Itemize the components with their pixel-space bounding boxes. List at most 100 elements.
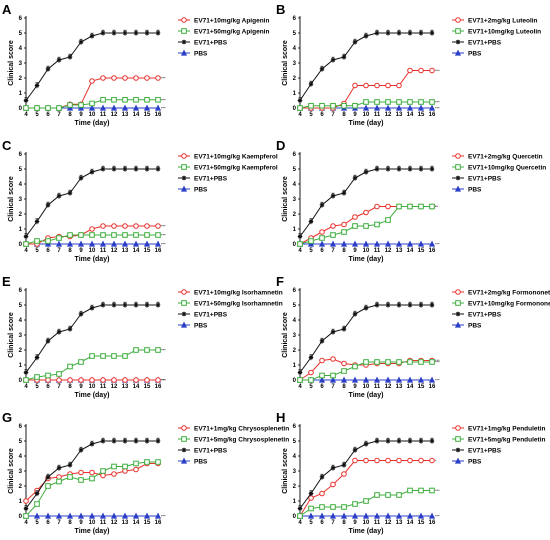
y-tick-label: 3 — [19, 61, 23, 67]
data-point — [385, 359, 391, 365]
data-point — [89, 226, 95, 232]
series-1: *** — [23, 96, 166, 111]
data-point — [396, 359, 402, 365]
data-point — [352, 82, 358, 89]
data-point — [122, 96, 128, 103]
data-point — [78, 447, 84, 453]
y-axis-label: Clinical score — [282, 40, 289, 86]
data-point — [122, 232, 128, 238]
x-tick-label: 11 — [374, 520, 381, 526]
data-point — [23, 241, 29, 247]
data-point — [407, 30, 413, 36]
data-point — [111, 166, 117, 172]
data-point — [78, 469, 84, 476]
data-point — [78, 102, 84, 108]
data-point — [418, 30, 424, 36]
y-tick-label: 6 — [19, 16, 23, 22]
data-point — [155, 347, 161, 353]
legend: EV71+2mg/kg Quercetin EV71+10mg/kg Querce… — [452, 153, 546, 193]
data-point — [374, 492, 380, 498]
data-point — [155, 96, 161, 103]
data-point — [111, 471, 117, 477]
data-point — [297, 241, 303, 247]
data-point — [396, 492, 402, 498]
legend-marker — [180, 457, 188, 464]
x-tick-label: 9 — [79, 384, 83, 390]
x-tick-label: 9 — [353, 112, 357, 118]
x-tick-label: 4 — [298, 384, 302, 390]
data-point — [143, 512, 151, 519]
data-point — [429, 438, 435, 444]
data-point — [341, 229, 347, 235]
y-tick-label: 5 — [19, 439, 23, 445]
legend-entry: EV71+PBS — [194, 311, 228, 318]
legend-entry: EV71+5mg/kg Penduletin — [468, 436, 546, 443]
x-tick-label: 12 — [385, 112, 392, 118]
data-point — [429, 203, 435, 210]
data-point — [418, 203, 424, 210]
legend-marker — [454, 185, 462, 192]
data-point — [385, 457, 391, 464]
data-point — [429, 166, 435, 172]
y-tick-label: 0 — [19, 378, 23, 384]
x-tick-label: 14 — [407, 112, 414, 118]
data-point — [56, 478, 62, 485]
data-point — [89, 169, 95, 175]
data-point — [308, 505, 314, 512]
y-tick-label: 6 — [293, 152, 297, 158]
x-tick-label: 16 — [429, 248, 436, 254]
x-tick-label: 11 — [100, 520, 107, 526]
data-point — [297, 377, 303, 383]
data-point — [34, 374, 40, 380]
significance-label: *** — [435, 488, 440, 493]
x-axis-label: Time (day) — [349, 120, 384, 127]
y-tick-label: 4 — [293, 318, 297, 324]
data-point — [133, 302, 139, 308]
data-point — [352, 447, 358, 453]
data-point — [395, 512, 403, 519]
data-point — [23, 370, 29, 375]
data-point — [374, 30, 380, 36]
data-point — [56, 57, 62, 63]
legend-entry: EV71+10mg/kg Luteolin — [468, 28, 541, 35]
data-point — [385, 438, 391, 444]
data-point — [66, 512, 74, 519]
legend-entry: EV71+50mg/kg Apigenin — [194, 28, 269, 35]
y-tick-label: 4 — [293, 182, 297, 188]
data-point — [341, 326, 347, 332]
data-point — [132, 104, 140, 111]
legend-entry: EV71+10mg/kg Formononetin — [468, 300, 550, 307]
x-tick-label: 14 — [133, 112, 140, 118]
data-point — [144, 459, 150, 465]
data-point — [144, 30, 150, 36]
data-point — [330, 57, 336, 63]
x-tick-label: 12 — [385, 520, 392, 526]
data-point — [144, 223, 150, 229]
data-point — [155, 232, 161, 238]
data-point — [330, 223, 336, 229]
legend-marker — [181, 289, 187, 295]
data-point — [374, 166, 380, 172]
y-tick-label: 4 — [19, 318, 23, 324]
data-point — [155, 223, 161, 229]
data-point — [418, 457, 424, 464]
data-point — [395, 104, 403, 111]
data-point — [144, 377, 150, 383]
panel-letter: C — [2, 138, 12, 153]
legend-entry: PBS — [468, 50, 482, 57]
x-axis-label: Time (day) — [75, 120, 110, 127]
y-tick-label: 4 — [19, 182, 23, 188]
y-tick-label: 0 — [19, 242, 23, 248]
legend-entry: EV71+10mg/kg Apigenin — [194, 17, 269, 24]
data-point — [121, 104, 129, 111]
legend-entry: EV71+10mg/kg Quercetin — [468, 164, 546, 171]
x-tick-label: 13 — [396, 112, 403, 118]
data-point — [363, 209, 369, 216]
data-point — [23, 506, 29, 511]
data-point — [67, 363, 73, 370]
data-point — [374, 99, 380, 105]
data-point — [67, 190, 73, 196]
data-point — [45, 372, 51, 379]
data-point — [297, 98, 303, 103]
